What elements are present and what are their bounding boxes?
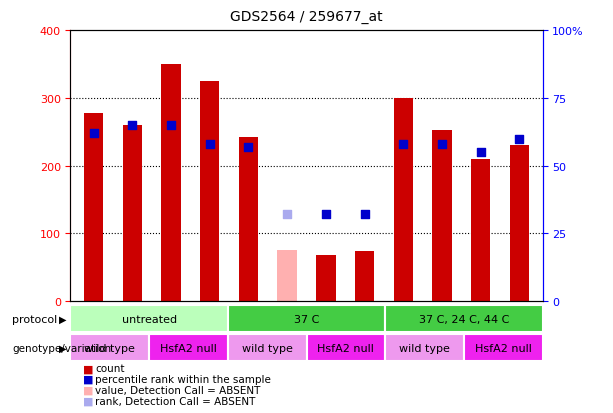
Text: count: count	[95, 363, 124, 373]
Bar	[228, 306, 385, 332]
Text: 37 C, 24 C, 44 C: 37 C, 24 C, 44 C	[419, 314, 509, 324]
Text: GDS2564 / 259677_at: GDS2564 / 259677_at	[230, 10, 383, 24]
Point	[128, 122, 137, 129]
Bar	[123, 126, 142, 301]
Point	[514, 136, 524, 142]
Point	[282, 211, 292, 218]
Point	[89, 131, 99, 137]
Bar	[394, 99, 413, 301]
Bar	[385, 335, 464, 361]
Text: ■: ■	[83, 363, 93, 373]
Point	[437, 141, 447, 148]
Text: wild type: wild type	[399, 343, 450, 353]
Text: 37 C: 37 C	[294, 314, 319, 324]
Bar	[149, 335, 228, 361]
Text: ■: ■	[83, 374, 93, 384]
Bar	[84, 114, 104, 301]
Bar	[355, 252, 374, 301]
Bar	[161, 65, 181, 301]
Text: untreated: untreated	[121, 314, 177, 324]
Bar	[70, 335, 149, 361]
Bar	[316, 256, 335, 301]
Bar	[385, 306, 543, 332]
Text: HsfA2 null: HsfA2 null	[474, 343, 531, 353]
Bar	[471, 159, 490, 301]
Text: percentile rank within the sample: percentile rank within the sample	[95, 374, 271, 384]
Point	[360, 211, 370, 218]
Text: rank, Detection Call = ABSENT: rank, Detection Call = ABSENT	[95, 396, 256, 406]
Point	[166, 122, 176, 129]
Text: protocol: protocol	[12, 314, 58, 324]
Text: wild type: wild type	[242, 343, 292, 353]
Text: wild type: wild type	[85, 343, 135, 353]
Bar	[70, 306, 228, 332]
Text: ■: ■	[83, 385, 93, 395]
Point	[205, 141, 215, 148]
Text: HsfA2 null: HsfA2 null	[160, 343, 217, 353]
Text: value, Detection Call = ABSENT: value, Detection Call = ABSENT	[95, 385, 261, 395]
Bar	[200, 82, 219, 301]
Text: genotype/variation: genotype/variation	[12, 343, 112, 353]
Point	[476, 150, 485, 156]
Text: ■: ■	[83, 396, 93, 406]
Bar	[306, 335, 385, 361]
Point	[321, 211, 331, 218]
Point	[243, 144, 253, 151]
Text: ▶: ▶	[59, 343, 66, 353]
Bar	[228, 335, 306, 361]
Bar	[464, 335, 543, 361]
Bar	[278, 251, 297, 301]
Bar	[239, 138, 258, 301]
Text: ▶: ▶	[59, 314, 66, 324]
Point	[398, 141, 408, 148]
Bar	[509, 146, 529, 301]
Text: HsfA2 null: HsfA2 null	[318, 343, 375, 353]
Bar	[432, 131, 452, 301]
